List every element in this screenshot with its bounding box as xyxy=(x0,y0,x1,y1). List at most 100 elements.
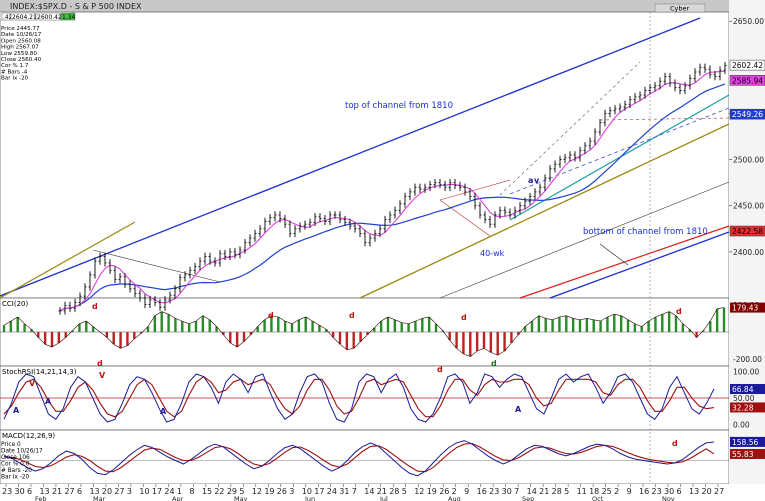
cci-line xyxy=(3,307,725,357)
x-day-label: 3 xyxy=(127,487,132,496)
x-day-label: 16 xyxy=(639,487,649,496)
x-day-label: 11 xyxy=(577,487,587,496)
cci-tick-label: -200.00 xyxy=(733,355,762,364)
cyber-tab-label: Cyber xyxy=(670,5,690,13)
quote-value-0: .42 xyxy=(3,14,13,21)
x-day-label: 17 xyxy=(314,487,324,496)
lower-black-line xyxy=(439,181,730,299)
marker-label: d xyxy=(461,313,467,322)
marker-label: d xyxy=(676,307,682,316)
stoch-badge xyxy=(730,384,765,395)
x-day-label: 13 xyxy=(89,487,99,496)
x-day-label: 10 xyxy=(302,487,312,496)
data-box-row: Date 10/26/17 xyxy=(1,32,42,38)
blue-dashed-line xyxy=(509,107,730,195)
x-month-label: Apr xyxy=(172,495,184,501)
top-channel-line xyxy=(0,17,701,297)
ma40-label: 40-wk xyxy=(480,249,505,258)
cci-badge xyxy=(730,302,765,313)
price-badge-label: 2549.26 xyxy=(732,110,763,119)
quote-box-0 xyxy=(1,12,11,21)
stoch-badge-label: 66.84 xyxy=(732,385,754,394)
marker-label: d xyxy=(437,365,443,374)
x-day-label: 9 xyxy=(464,487,469,496)
marker-label: d xyxy=(491,359,497,368)
x-day-label: 13 xyxy=(39,487,49,496)
x-day-label: 24 xyxy=(164,487,174,496)
x-day-label: 30 xyxy=(502,487,512,496)
macd-badge-label: 158.56 xyxy=(732,438,758,447)
down-trend-line xyxy=(92,249,221,283)
marker-label: d xyxy=(92,302,98,311)
red-triangle-a xyxy=(439,179,511,201)
x-day-label: 2 xyxy=(614,487,619,496)
marker-label: V xyxy=(99,371,106,380)
macd-box-row: Date 10/26/17 xyxy=(1,449,43,455)
price-tick-label: 2500.00 xyxy=(733,156,764,165)
stoch-badge-label: 32.28 xyxy=(732,403,754,412)
x-month-label: May xyxy=(234,495,248,501)
x-day-label: 12 xyxy=(414,487,424,496)
chart-title-bar xyxy=(0,0,729,12)
x-day-label: 1 xyxy=(177,487,182,496)
x-day-label: 30 xyxy=(664,487,674,496)
price-badge-label: 2585.94 xyxy=(732,76,763,85)
x-day-label: 23 xyxy=(2,487,12,496)
top-channel-label: top of channel from 1810 xyxy=(345,101,453,111)
stoch-tick-label: 100.00 xyxy=(733,367,759,376)
macd-line xyxy=(3,440,715,477)
marker-label: V xyxy=(29,379,36,388)
x-day-label: 21 xyxy=(52,487,62,496)
macd-box-row: Price 0 xyxy=(1,442,21,448)
x-day-label: 5 xyxy=(564,487,569,496)
marker-label: a xyxy=(528,176,533,185)
quote-value-1: 2604.21 xyxy=(12,14,37,21)
macd-title: MACD(12,26,9) xyxy=(2,432,55,440)
marker-label: d xyxy=(672,439,678,448)
marker-label: d xyxy=(97,359,103,368)
data-box-row: Low 2559.80 xyxy=(1,51,37,57)
price-tick-label: 2400.00 xyxy=(733,248,764,257)
data-box-row: Bar Ix -20 xyxy=(1,76,29,82)
stoch-tick-label: 50.00 xyxy=(733,394,755,403)
x-day-label: 9 xyxy=(627,487,632,496)
x-day-label: 18 xyxy=(589,487,599,496)
x-day-label: 27 xyxy=(714,487,724,496)
macd-box-row: Close 106 xyxy=(1,455,30,461)
x-day-label: 6 xyxy=(677,487,682,496)
x-month-label: Nov xyxy=(662,495,675,501)
x-day-label: 16 xyxy=(477,487,487,496)
x-day-label: 14 xyxy=(364,487,374,496)
x-day-label: 10 xyxy=(139,487,149,496)
x-day-label: 13 xyxy=(689,487,699,496)
cyber-tab xyxy=(654,3,706,13)
chart-title: INDEX:$SPX.D - S & P 500 INDEX xyxy=(10,2,142,11)
price-pane xyxy=(0,11,730,299)
x-day-label: 26 xyxy=(439,487,449,496)
price-tick-label: 2450.00 xyxy=(733,202,764,211)
x-day-label: 8 xyxy=(189,487,194,496)
bottom-channel-label: bottom of channel from 1810 xyxy=(583,227,708,237)
x-month-label: Aug xyxy=(448,495,461,501)
quote-value-3: 1.34 xyxy=(62,14,76,21)
olive-trend-line xyxy=(359,123,730,299)
price-badge xyxy=(729,108,765,120)
macd-pane xyxy=(0,429,730,485)
data-box-row: Open 2560.08 xyxy=(1,38,41,44)
marker-label: A xyxy=(160,407,167,416)
price-badge-label: 2422.58 xyxy=(732,227,763,236)
x-day-label: 29 xyxy=(227,487,237,496)
arrow-line xyxy=(599,243,629,266)
marker-label: A xyxy=(45,397,52,406)
marker-label: v xyxy=(534,176,540,185)
x-day-label: 25 xyxy=(602,487,612,496)
x-day-label: 5 xyxy=(402,487,407,496)
x-day-label: 30 xyxy=(14,487,24,496)
macd-badge xyxy=(730,448,765,459)
x-day-label: 24 xyxy=(327,487,337,496)
bottom-channel-line xyxy=(549,231,730,299)
marker-label: d xyxy=(268,311,274,320)
marker-label: d xyxy=(349,311,355,320)
x-day-label: 22 xyxy=(214,487,224,496)
